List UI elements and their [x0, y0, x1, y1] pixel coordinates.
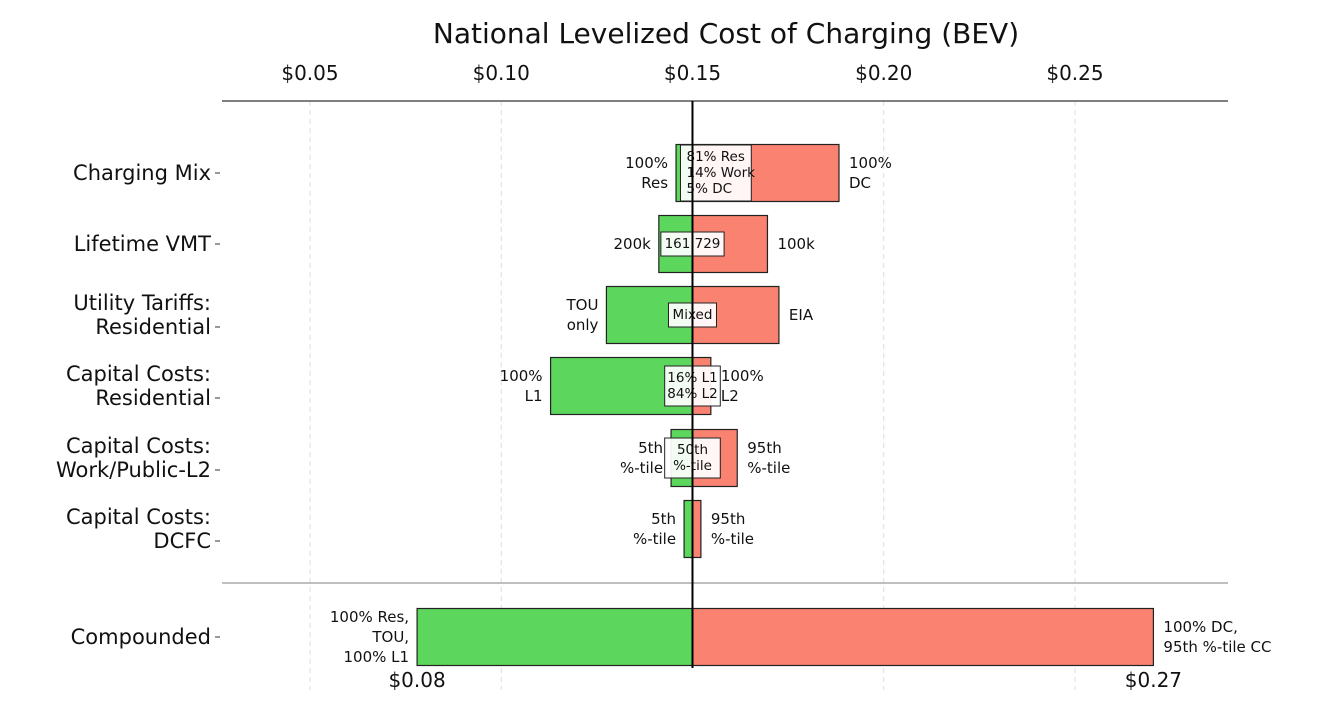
baseline-value-label: 81% Res 14% Work 5% DC — [686, 149, 755, 197]
bars — [416, 143, 1155, 667]
low-end-label: TOU only — [565, 296, 598, 334]
high-end-label: 100% L2 — [721, 367, 764, 405]
x-tick-label: $0.20 — [855, 61, 912, 85]
high-end-label: 95th %-tile — [747, 439, 790, 477]
x-tick-label: $0.15 — [664, 61, 721, 85]
low-end-label: 100% L1 — [500, 367, 543, 405]
x-tick-label: $0.25 — [1046, 61, 1103, 85]
bar-high — [691, 499, 702, 559]
low-end-label: 100% Res — [625, 154, 668, 192]
category-label: Compounded — [71, 625, 211, 649]
low-end-label: 200k — [613, 235, 651, 253]
labels: Charging Mix 100% Res 100% DC 81% Res 14% Work… — [56, 101, 1271, 692]
low-end-label: 100% Res, TOU, 100% L1 — [330, 608, 409, 666]
high-end-label: 100% DC — [849, 154, 892, 192]
grid-lines — [309, 101, 1076, 690]
high-end-label: EIA — [789, 306, 814, 324]
high-end-label: 95th %-tile — [711, 510, 754, 548]
category-label: Lifetime VMT — [74, 232, 211, 256]
bar-high — [691, 607, 1155, 667]
high-end-label: 100k — [777, 235, 815, 253]
x-tick-label: $0.05 — [281, 61, 338, 85]
compounded-low-value: $0.08 — [388, 668, 445, 692]
x-axis: $0.05 $0.10 $0.15 $0.20 $0.25 — [215, 61, 1228, 638]
compounded-high-value: $0.27 — [1125, 668, 1182, 692]
bar-low — [683, 499, 694, 559]
bar-low — [416, 607, 694, 667]
category-label: Capital Costs: Residential — [66, 362, 211, 410]
high-end-label: 100% DC, 95th %-tile CC — [1163, 618, 1271, 656]
x-tick-label: $0.10 — [473, 61, 530, 85]
category-label: Capital Costs: DCFC — [66, 505, 211, 553]
category-label: Capital Costs: Work/Public-L2 — [56, 434, 211, 482]
chart-title: National Levelized Cost of Charging (BEV… — [433, 17, 1019, 50]
category-label: Utility Tariffs: Residential — [73, 291, 211, 339]
low-end-label: 5th %-tile — [620, 439, 663, 477]
low-end-label: 5th %-tile — [633, 510, 676, 548]
category-label: Charging Mix — [73, 161, 211, 185]
